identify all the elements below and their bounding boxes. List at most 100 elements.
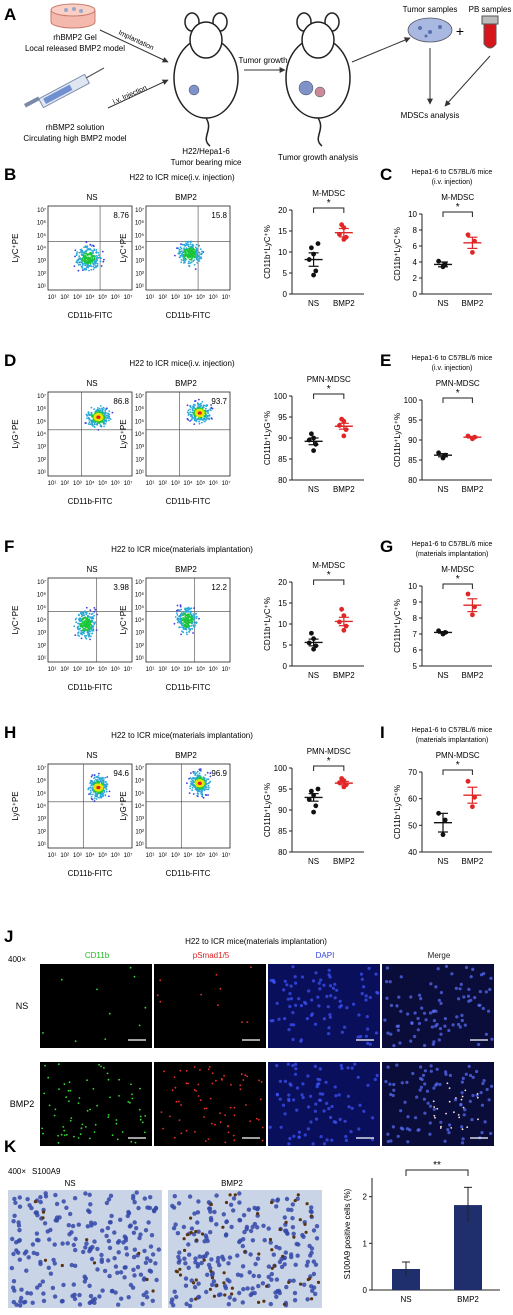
flow-event-dot (193, 621, 196, 624)
sol-text-1: rhBMP2 solution (46, 123, 105, 132)
flow-event-dot (91, 422, 93, 425)
flow-event-dot (187, 253, 190, 255)
ihc-nucleus (11, 1251, 16, 1257)
if-signal-dot (77, 1137, 80, 1139)
flow-event-dot (108, 790, 111, 793)
if-signal-dot (340, 1030, 344, 1034)
ihc-nucleus (292, 1290, 298, 1296)
flow-x-tick-label: 10⁶ (111, 666, 121, 673)
flow-event-dot (102, 406, 105, 409)
if-signal-dot (310, 998, 314, 1002)
flow-x-tick-label: 10⁴ (85, 852, 95, 859)
flow-y-axis-label: LyC⁺PE (119, 234, 128, 263)
if-signal-dot (223, 1074, 226, 1077)
flow-event-dot (79, 632, 82, 635)
if-signal-dot (179, 1069, 182, 1072)
if-signal-dot (468, 1099, 472, 1103)
flow-event-dot (194, 255, 197, 257)
flow-event-dot (83, 251, 85, 254)
significance-bracket (442, 583, 473, 589)
if-signal-dot (478, 990, 482, 994)
ihc-nucleus (82, 1279, 88, 1284)
flow-event-dot (96, 262, 99, 265)
flow-event-dot (209, 772, 212, 775)
flow-event-dot (75, 261, 78, 263)
flow-event-dot (78, 255, 81, 258)
flow-x-tick-label: 10¹ (146, 667, 155, 673)
ihc-nucleus (100, 1288, 105, 1293)
flow-event-dot (91, 789, 94, 792)
flow-event-dot (187, 412, 190, 415)
flow-event-dot (89, 423, 91, 425)
if-signal-dot (391, 1125, 395, 1129)
flow-event-dot (96, 256, 99, 259)
if-tile-background (154, 1062, 266, 1146)
flow-x-tick-label: 10² (60, 667, 69, 673)
if-signal-dot (409, 995, 413, 999)
panel-label: D (4, 351, 16, 370)
ihc-nucleus (205, 1272, 210, 1278)
ihc-nucleus (106, 1258, 111, 1263)
ihc-nucleus (132, 1220, 137, 1225)
flow-event-dot (182, 614, 184, 616)
if-signal-dot (180, 1104, 182, 1106)
if-tile-background (382, 1062, 494, 1146)
flow-plot-frame (145, 763, 231, 849)
x-category-label: NS (437, 299, 448, 308)
if-signal-dot (240, 1073, 243, 1076)
ihc-nucleus (313, 1291, 318, 1297)
if-signal-dot (299, 1039, 303, 1043)
right-title-2: (materials implantation) (416, 737, 489, 744)
if-signal-dot (127, 1101, 130, 1103)
ihc-positive-cell (268, 1237, 273, 1242)
if-signal-dot (116, 1138, 119, 1141)
if-signal-dot (386, 1139, 390, 1144)
if-signal-dot (68, 1081, 71, 1084)
if-signal-dot (306, 1127, 310, 1131)
flow-y-tick-label: 10¹ (37, 470, 46, 476)
flow-event-dot (209, 780, 212, 783)
significance-mark: ** (433, 1160, 441, 1171)
if-signal-dot (469, 998, 473, 1002)
y-tick-label: 85 (278, 827, 287, 836)
flow-event-dot (178, 252, 181, 255)
data-point (341, 627, 347, 633)
ihc-positive-cell (222, 1271, 226, 1275)
flow-event-dot (197, 259, 199, 262)
flow-event-dot (102, 792, 105, 795)
flow-event-dot (179, 254, 182, 257)
if-signal-dot (283, 1079, 288, 1083)
if-signal-dot (242, 1079, 245, 1081)
flow-event-dot (91, 774, 94, 776)
ihc-nucleus (97, 1294, 102, 1299)
merge-colocalized-dot (433, 1106, 436, 1108)
flow-event-dot (88, 257, 90, 259)
ihc-nucleus (47, 1237, 52, 1242)
flow-event-dot (195, 612, 198, 615)
ihc-nucleus (153, 1206, 159, 1211)
flow-event-dot (88, 612, 91, 615)
if-signal-dot (339, 1063, 343, 1068)
ihc-nucleus (112, 1256, 117, 1261)
if-signal-dot (227, 1125, 229, 1128)
if-signal-dot (160, 1111, 163, 1113)
flow-event-dot (108, 419, 110, 422)
flow-event-dot (90, 791, 92, 793)
ihc-nucleus (295, 1253, 300, 1258)
flow-event-dot (88, 635, 90, 638)
flow-x-tick-label: 10⁷ (124, 294, 133, 301)
if-signal-dot (293, 975, 297, 979)
flow-event-dot (92, 626, 94, 629)
flow-y-tick-label: 10² (37, 829, 46, 835)
ihc-nucleus (191, 1232, 197, 1237)
if-tile (40, 1062, 152, 1146)
flow-event-dot (89, 419, 92, 422)
if-signal-dot (460, 1080, 464, 1084)
if-signal-dot (490, 1037, 494, 1041)
if-signal-dot (360, 977, 364, 981)
ihc-nucleus (144, 1256, 150, 1261)
merge-colocalized-dot (448, 1087, 451, 1089)
ihc-positive-cell (262, 1299, 266, 1303)
